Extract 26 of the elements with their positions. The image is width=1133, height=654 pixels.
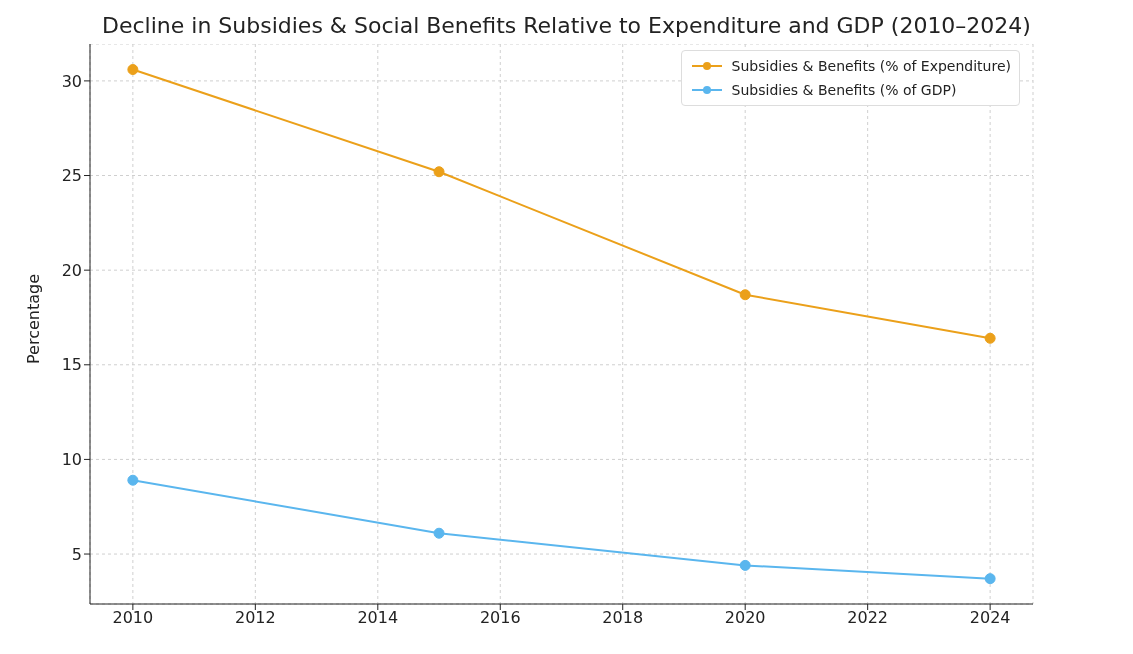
chart-title: Decline in Subsidies & Social Benefits Relative to Expenditure and GDP (2010–2024) (101, 12, 1032, 40)
point (984, 573, 996, 585)
y-tick-label: 20 (61, 260, 82, 280)
x-tick-label: 2012 (234, 608, 276, 628)
point (984, 332, 996, 344)
x-tick-label: 2010 (112, 608, 154, 628)
point (127, 64, 139, 76)
y-tick-label: 25 (61, 166, 82, 186)
x-tick-label: 2018 (602, 608, 644, 628)
x-tick-label: 2022 (847, 608, 889, 628)
x-tick-label: 2024 (969, 608, 1011, 628)
point (433, 166, 445, 178)
x-tick-label: 2020 (724, 608, 766, 628)
y-tick-label: 5 (71, 544, 82, 564)
y-tick-label: 10 (61, 450, 82, 470)
point (127, 474, 139, 486)
y-tick-label: 30 (61, 71, 82, 91)
legend-label: Subsidies & Benefits (% of GDP) (731, 82, 957, 98)
point (433, 527, 445, 539)
point (739, 559, 751, 571)
x-tick-label: 2014 (357, 608, 399, 628)
y-tick-label: 15 (61, 355, 82, 375)
x-tick-label: 2016 (479, 608, 521, 628)
legend-label: Subsidies & Benefits (% of Expenditure) (731, 58, 1011, 74)
point (739, 289, 751, 301)
y-axis-title: Percentage (23, 273, 43, 364)
